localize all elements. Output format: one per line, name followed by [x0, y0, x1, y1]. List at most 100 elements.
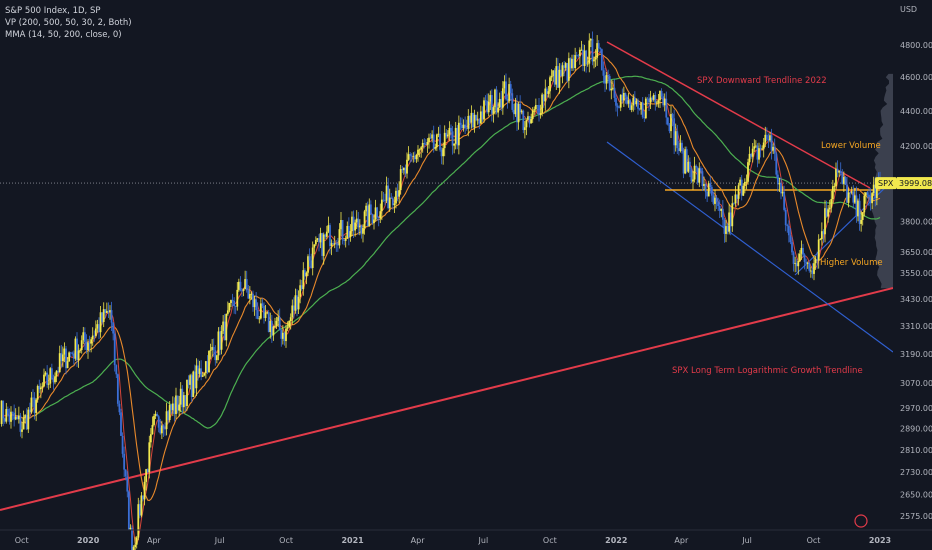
candle-body — [641, 102, 644, 118]
candle-body — [324, 234, 327, 237]
candle-body — [665, 98, 668, 118]
current-symbol-badge — [875, 177, 897, 190]
candle-body — [681, 142, 683, 151]
candle-body — [633, 97, 636, 105]
candle-body — [60, 353, 63, 362]
candle-body — [666, 117, 669, 125]
candle-body — [431, 134, 434, 139]
candle-body — [110, 310, 113, 323]
candle-body — [157, 416, 160, 428]
candle-body — [87, 342, 89, 351]
candle-body — [49, 368, 52, 384]
candle-body — [98, 324, 100, 333]
candle-body — [597, 43, 600, 49]
candle-body — [283, 332, 286, 342]
candle-body — [258, 318, 261, 320]
candle-body — [525, 119, 528, 128]
candle-body — [248, 294, 251, 299]
candle-body — [574, 55, 577, 69]
candle-body — [358, 225, 361, 228]
candle-body — [376, 207, 379, 218]
candle-body — [382, 199, 385, 201]
candle-body — [151, 424, 154, 435]
candle-body — [450, 127, 452, 132]
candle-body — [384, 200, 386, 202]
candle-body — [857, 200, 859, 217]
legend-moving-averages[interactable]: MMA (14, 50, 200, close, 0) — [5, 30, 122, 40]
candle-body — [721, 208, 724, 220]
candle-body — [509, 84, 512, 94]
candle-body — [365, 205, 368, 212]
candle-body — [621, 94, 624, 101]
candle-body — [435, 134, 438, 148]
candle-body — [461, 124, 463, 129]
candle-body — [556, 66, 559, 88]
candle-body — [654, 95, 657, 104]
candle-body — [712, 195, 715, 204]
candle-body — [264, 312, 267, 319]
candle-body — [591, 38, 594, 62]
candle-body — [593, 59, 595, 62]
candle-body — [72, 353, 75, 359]
candle-body — [516, 103, 518, 123]
candle-body — [143, 481, 146, 500]
candle-body — [550, 76, 553, 78]
candle-body — [209, 349, 212, 351]
candle-body — [99, 312, 102, 333]
candle-body — [374, 207, 377, 220]
candle-body — [731, 203, 734, 227]
candle-body — [764, 134, 767, 143]
candle-body — [852, 191, 855, 203]
candle-body — [253, 299, 256, 308]
candle-body — [187, 379, 190, 385]
candle-body — [368, 204, 371, 227]
candle-body — [814, 259, 817, 264]
candle-body — [198, 368, 201, 374]
legend-symbol[interactable]: S&P 500 Index, 1D, SP — [5, 6, 101, 16]
candle-body — [429, 137, 432, 139]
candle-body — [179, 388, 182, 405]
candle-body — [809, 270, 812, 272]
candle-body — [24, 415, 27, 418]
candle-body — [794, 263, 797, 264]
candle-body — [69, 352, 72, 354]
candle-body — [630, 105, 633, 110]
candle-body — [558, 69, 561, 88]
candle-body — [552, 70, 555, 77]
candle-body — [467, 115, 470, 129]
candle-body — [780, 183, 782, 194]
current-price: 3999.08 — [899, 179, 932, 188]
candle-body — [827, 209, 830, 217]
lower-volume-label: Lower Volume — [821, 141, 881, 151]
candle-body — [362, 227, 364, 234]
candle-body — [33, 397, 36, 413]
candle-body — [849, 192, 852, 194]
candle-body — [767, 138, 770, 141]
candle-body — [759, 148, 762, 149]
candle-body — [357, 218, 360, 228]
candle-body — [341, 219, 344, 240]
candle-body — [753, 146, 756, 149]
current-price-label: SPX 3999.08 — [854, 177, 932, 528]
candle-body — [538, 105, 540, 115]
candle-body — [725, 226, 727, 234]
candle-body — [135, 537, 138, 545]
lower-channel-line — [606, 141, 894, 353]
candle-body — [754, 145, 757, 147]
candle-body — [321, 233, 324, 256]
price-tick: 2650.00 — [900, 490, 932, 499]
candle-body — [104, 309, 107, 314]
candle-body — [94, 328, 97, 336]
candle-body — [528, 116, 531, 124]
candle-body — [715, 197, 718, 203]
candle-body — [388, 197, 391, 209]
candle-body — [115, 365, 118, 375]
legend-volume-profile[interactable]: VP (200, 500, 50, 30, 2, Both) — [5, 18, 132, 28]
candle-body — [478, 119, 481, 124]
candle-body — [745, 181, 748, 183]
candle-body — [118, 403, 121, 413]
candle-body — [313, 244, 316, 248]
candle-body — [629, 100, 632, 110]
candle-body — [789, 235, 792, 243]
